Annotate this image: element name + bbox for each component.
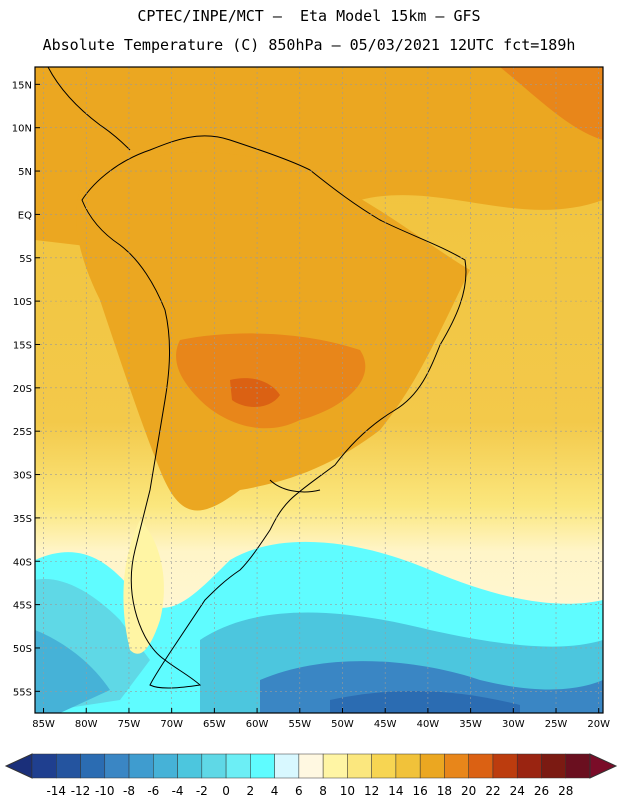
coastlines <box>47 67 467 689</box>
colorbar-label: 18 <box>437 784 452 798</box>
temperature-field <box>35 67 603 713</box>
colorbar-cell <box>274 753 300 779</box>
colorbar-label: 2 <box>247 784 255 798</box>
map-subtitle: Absolute Temperature (C) 850hPa – 05/03/… <box>42 36 576 54</box>
colorbar-cell <box>322 753 348 779</box>
colorbar-label: 20 <box>461 784 476 798</box>
latitude-labels: 15N 10N 5N EQ 5S 10S 15S 20S 25S 30S 35S 40S 45S 50S 5… <box>12 80 32 698</box>
lat-label: 40S <box>13 557 32 568</box>
lat-label: 55S <box>13 687 32 698</box>
colorbar-label: 16 <box>413 784 428 798</box>
lon-label: 65W <box>203 719 226 730</box>
colorbar-label: 0 <box>222 784 230 798</box>
colorbar-cell <box>177 753 203 779</box>
longitude-labels: 85W 80W 75W 70W 65W 60W 55W 50W 45W 40W 35W 30W 25W 2… <box>32 719 610 730</box>
colorbar-label: 24 <box>510 784 525 798</box>
lat-label: 5S <box>19 254 32 265</box>
colorbar-label: 28 <box>558 784 573 798</box>
colorbar-min-arrow <box>4 753 33 779</box>
colorbar-label: -14 <box>46 784 66 798</box>
colorbar-cell <box>492 753 518 779</box>
axis-ticks <box>35 83 600 713</box>
colorbar-label: 12 <box>364 784 379 798</box>
colorbar-label: 10 <box>340 784 355 798</box>
lon-label: 35W <box>459 719 482 730</box>
colorbar-label: 8 <box>319 784 327 798</box>
colorbar-cell <box>250 753 275 779</box>
colorbar-cell <box>201 753 227 779</box>
colorbar-cell <box>80 753 106 779</box>
colorbar-label: -8 <box>123 784 135 798</box>
colorbar-max-arrow <box>589 753 618 779</box>
lat-label: 10S <box>13 297 32 308</box>
lon-label: 80W <box>75 719 98 730</box>
lon-label: 70W <box>160 719 183 730</box>
lon-label: 85W <box>32 719 55 730</box>
lat-label: 15N <box>12 80 32 91</box>
colorbar-label: 4 <box>271 784 279 798</box>
colorbar-cell <box>516 753 542 779</box>
colorbar-cell <box>347 753 372 779</box>
colorbar-cell <box>468 753 494 779</box>
lat-label: 5N <box>18 167 32 178</box>
map-title: CPTEC/INPE/MCT – Eta Model 15km – GFS <box>137 7 481 25</box>
colorbar-cell <box>395 753 421 779</box>
lat-label: 25S <box>13 427 32 438</box>
colorbar-label: -10 <box>95 784 115 798</box>
colorbar-label: 22 <box>485 784 500 798</box>
lon-label: 75W <box>118 719 141 730</box>
lat-label: 50S <box>13 644 32 655</box>
lon-label: 55W <box>288 719 311 730</box>
lon-label: 30W <box>502 719 525 730</box>
lon-label: 60W <box>246 719 269 730</box>
lat-label: 30S <box>13 471 32 482</box>
map-frame <box>34 66 604 714</box>
colorbar-label: -2 <box>196 784 208 798</box>
colorbar-cell <box>541 753 566 779</box>
lon-label: 25W <box>545 719 568 730</box>
colorbar-cell <box>565 753 591 779</box>
lon-label: 40W <box>417 719 440 730</box>
colorbar-cell <box>371 753 397 779</box>
lat-label: 20S <box>13 384 32 395</box>
lon-label: 50W <box>331 719 354 730</box>
lat-label: 45S <box>13 601 32 612</box>
colorbar-label: 6 <box>295 784 303 798</box>
lon-label: 20W <box>587 719 610 730</box>
colorbar-label: -12 <box>71 784 91 798</box>
colorbar-label: 26 <box>534 784 549 798</box>
colorbar-cell <box>56 753 81 779</box>
colorbar-cell <box>298 753 324 779</box>
lat-label: EQ <box>18 210 32 221</box>
colorbar-cell <box>128 753 154 779</box>
colorbar-cell <box>419 753 445 779</box>
colorbar-label: -4 <box>172 784 184 798</box>
lon-label: 45W <box>374 719 397 730</box>
colorbar-cell <box>225 753 251 779</box>
colorbar-cell <box>31 753 57 779</box>
lat-label: 15S <box>13 340 32 351</box>
colorbar-cell <box>104 753 130 779</box>
colorbar-cell <box>444 753 469 779</box>
colorbar-label: 14 <box>388 784 403 798</box>
colorbar-cell <box>153 753 178 779</box>
lat-label: 35S <box>13 514 32 525</box>
lat-label: 10N <box>12 124 32 135</box>
colorbar-label: -6 <box>147 784 159 798</box>
